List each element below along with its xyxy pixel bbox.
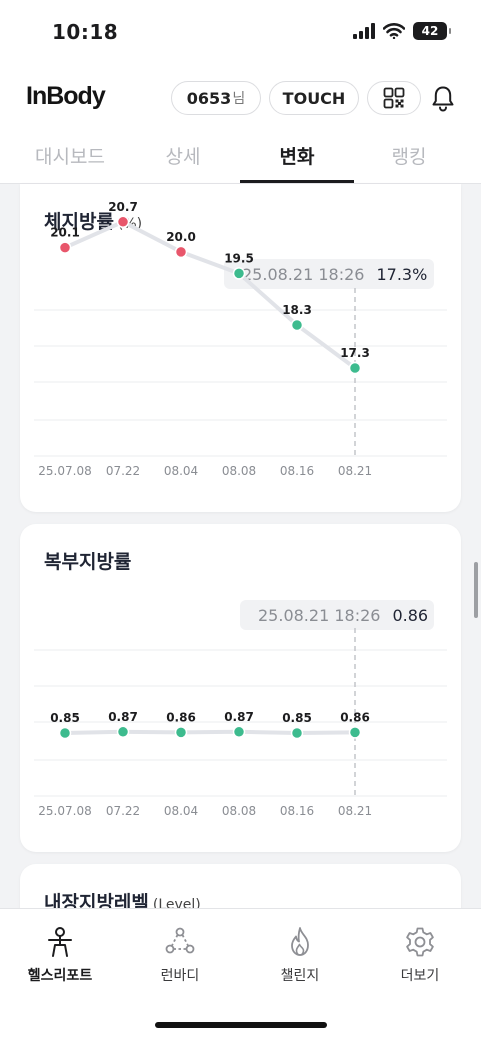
data-point	[290, 726, 304, 740]
user-id-button[interactable]: 0653 님	[171, 81, 261, 115]
data-label: 0.86	[166, 710, 196, 724]
x-tick-label: 08.08	[222, 804, 256, 818]
nav-run-body[interactable]: 런바디	[130, 925, 230, 985]
tab-detail[interactable]: 상세	[165, 146, 201, 168]
data-label: 20.0	[166, 230, 196, 244]
app-header: InBody 0653 님 TOUCH	[0, 64, 481, 126]
home-indicator	[155, 1022, 327, 1028]
x-tick-label: 07.22	[106, 804, 140, 818]
inbody-logo: InBody	[26, 82, 106, 110]
data-point	[232, 267, 246, 280]
tooltip-date: 25.08.21 18:26	[258, 605, 381, 625]
data-point	[58, 726, 72, 740]
tooltip-value: 0.86	[392, 605, 429, 625]
data-label: 18.3	[282, 303, 312, 317]
bell-icon[interactable]	[429, 84, 457, 112]
data-label: 0.87	[108, 710, 138, 724]
data-point	[348, 726, 362, 739]
run-body-icon	[165, 927, 195, 954]
tab-active-indicator	[240, 180, 354, 183]
x-tick-label: 25.07.08	[38, 804, 91, 818]
tooltip-date: 25.08.21 18:26	[242, 264, 365, 284]
data-point	[116, 725, 130, 739]
gear-icon	[406, 927, 434, 957]
body-fat-chart[interactable]: 20.1 25.07.08 20.7 07.22 20.0 08.04 19.5 08.08 1…	[20, 184, 461, 512]
tab-dashboard[interactable]: 대시보드	[35, 146, 105, 168]
abdominal-fat-card[interactable]: 복부지방률 25.08.21 18:26 0.86 0.85 25.07.08 0.…	[20, 524, 461, 852]
data-point	[348, 361, 362, 375]
x-tick-label: 08.16	[280, 464, 314, 478]
data-label: 20.1	[50, 226, 80, 240]
scrollbar[interactable]	[474, 562, 478, 618]
nav-label: 런바디	[160, 968, 200, 984]
wifi-icon	[383, 23, 405, 39]
data-label: 19.5	[224, 251, 254, 265]
data-point	[58, 241, 72, 254]
main-tabs: 대시보드 상세 변화 랭킹	[0, 126, 481, 184]
status-indicators: 42	[353, 22, 451, 40]
battery-indicator: 42	[413, 22, 451, 40]
nav-label: 헬스리포트	[27, 968, 93, 984]
body-fat-card[interactable]: 체지방률 (%) 25.08.21 18:26 17.3% 20.1 25.07.0…	[20, 184, 461, 512]
qr-code-icon	[383, 87, 405, 109]
data-label: 17.3	[340, 346, 370, 360]
selected-point-tooltip: 25.08.21 18:26 17.3%	[224, 259, 434, 289]
data-point	[116, 215, 130, 229]
tooltip-value: 17.3%	[376, 264, 428, 284]
x-tick-label: 08.08	[222, 464, 256, 478]
data-label: 0.85	[282, 711, 312, 725]
x-tick-label: 08.04	[164, 804, 198, 818]
nav-label: 더보기	[400, 968, 440, 984]
status-bar: 10:18 42	[0, 0, 481, 64]
x-tick-label: 07.22	[106, 464, 140, 478]
person-report-icon	[48, 927, 72, 957]
abdominal-fat-chart[interactable]: 0.85 25.07.08 0.87 07.22 0.86 08.04 0.87 08.08 0…	[20, 524, 461, 852]
series-line	[63, 219, 357, 370]
selected-point-tooltip: 25.08.21 18:26 0.86	[240, 600, 434, 630]
touch-button[interactable]: TOUCH	[269, 81, 359, 115]
card-title-text: 복부지방률	[44, 551, 132, 573]
user-id: 0653	[186, 88, 232, 108]
tab-ranking[interactable]: 랭킹	[391, 146, 427, 168]
x-tick-label: 08.04	[164, 464, 198, 478]
x-tick-label: 08.16	[280, 804, 314, 818]
data-point	[232, 725, 246, 739]
x-tick-label: 25.07.08	[38, 464, 91, 478]
nav-label: 챌린지	[280, 968, 320, 984]
data-label: 0.87	[224, 710, 254, 724]
user-suffix: 님	[232, 91, 246, 107]
tab-change[interactable]: 변화	[279, 146, 315, 168]
bottom-nav: 헬스리포트 런바디 챌린지 더보기	[0, 908, 481, 1040]
status-time: 10:18	[52, 20, 119, 44]
data-point	[174, 245, 188, 259]
data-point	[290, 318, 304, 332]
series-line	[63, 729, 357, 735]
data-label: 0.85	[50, 711, 80, 725]
data-label: 20.7	[108, 200, 138, 214]
data-point	[174, 726, 188, 739]
card-title: 복부지방률	[44, 547, 131, 574]
flame-icon	[291, 927, 309, 956]
grid-lines	[34, 309, 447, 457]
nav-more[interactable]: 더보기	[370, 925, 470, 985]
nav-health-report[interactable]: 헬스리포트	[10, 925, 110, 985]
data-label: 0.86	[340, 710, 370, 724]
nav-challenge[interactable]: 챌린지	[250, 925, 350, 985]
card-title-text: 체지방률	[44, 211, 114, 233]
qr-button[interactable]	[367, 81, 421, 115]
signal-icon	[353, 23, 375, 39]
grid-lines	[34, 649, 447, 797]
x-tick-label: 08.21	[338, 464, 372, 478]
x-tick-label: 08.21	[338, 804, 372, 818]
